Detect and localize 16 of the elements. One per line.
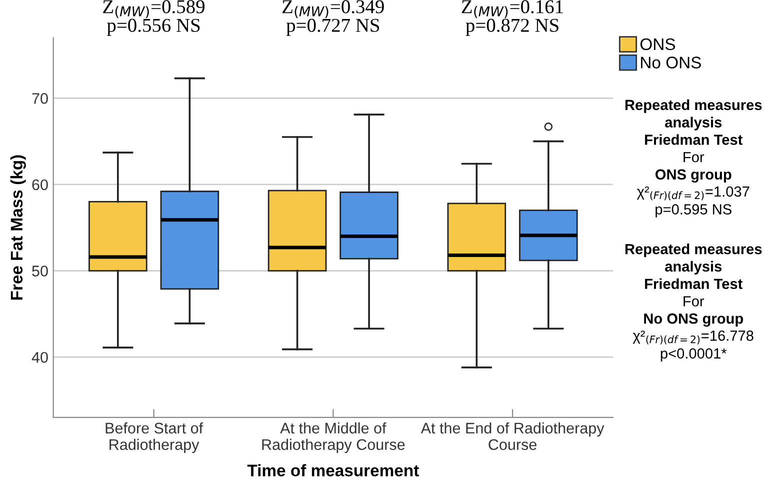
text: Repeated measures analysis Friedman Test For No ONS group χ²$_{(Fr)(df=2)}$=16.778 p<0.0001* — [625, 244, 762, 362]
legend-label: No ONS — [641, 56, 701, 68]
text: Repeated measures analysis Friedman Test For ONS group χ²$_{(Fr)(df=2)}$=1.037 p=0.595 NS — [625, 99, 762, 218]
y-tick-label: 60 — [32, 179, 48, 190]
x-tick-label: At the End of Radiotherapy Course — [420, 422, 604, 450]
x-tick-label: At the Middle of Radiotherapy Course — [262, 422, 405, 454]
text: Z$_{(MW)}$=0.349 p=0.727 NS — [282, 0, 384, 36]
y-tick-label: 70 — [32, 93, 48, 104]
legend-label: ONS — [640, 38, 676, 50]
text: Z$_{(MW)}$=0.589 p=0.556 NS — [103, 0, 204, 36]
y-axis-title: Free Fat Mass (kg) — [10, 155, 26, 300]
x-axis-title: Time of measurement — [247, 464, 419, 476]
y-tick-label: 50 — [32, 266, 48, 276]
text: Z$_{(MW)}$=0.161 p=0.872 NS — [462, 0, 563, 36]
x-tick-label: Before Start of Radiotherapy — [106, 422, 204, 454]
y-tick-label: 40 — [32, 352, 48, 363]
